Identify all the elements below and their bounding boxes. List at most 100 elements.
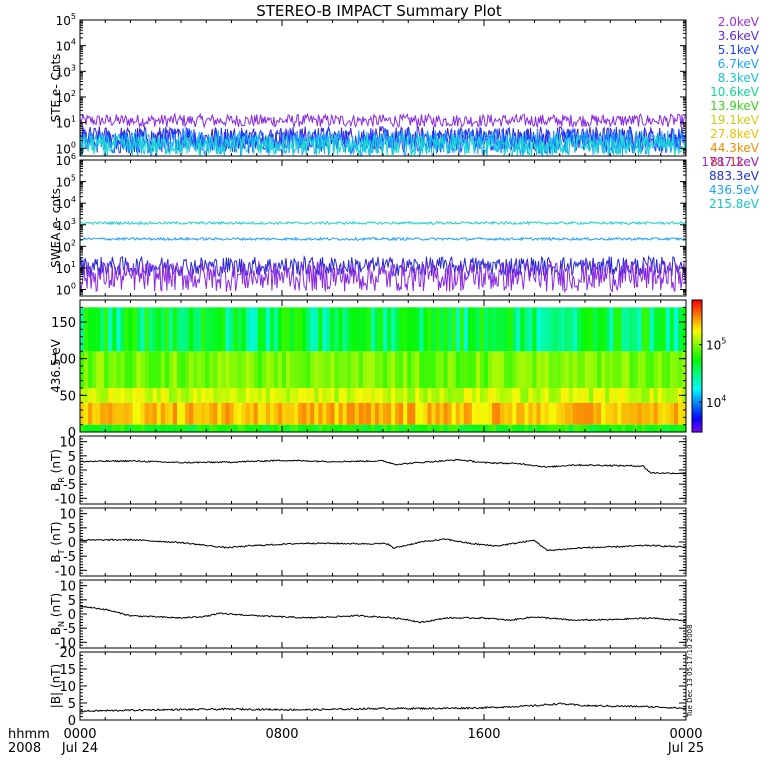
heatmap-cell — [504, 402, 509, 425]
heatmap-cell — [160, 351, 166, 388]
heatmap-cell — [164, 402, 170, 425]
heatmap-cell — [649, 402, 655, 425]
heatmap-cell — [358, 388, 364, 403]
heatmap-cell — [528, 388, 533, 403]
heatmap-cell — [354, 307, 360, 352]
heatmap-cell — [403, 307, 408, 352]
heatmap-cell — [241, 351, 247, 388]
heatmap-cell — [290, 351, 295, 388]
pitch-ylabel: 436.5 eV — [49, 338, 63, 393]
heatmap-cell — [471, 402, 477, 425]
y-tick-label: 100 — [56, 140, 76, 156]
heatmap-cell — [625, 351, 630, 388]
heatmap-cell — [512, 351, 517, 388]
heatmap-cell — [467, 388, 473, 403]
heatmap-cell — [572, 351, 578, 388]
heatmap-cell — [318, 424, 323, 432]
time-axis-year-label: 2008 — [8, 741, 41, 756]
heatmap-cell — [298, 307, 303, 352]
heatmap-cell — [580, 307, 586, 352]
heatmap-cell — [370, 424, 376, 432]
heatmap-cell — [366, 388, 372, 403]
heatmap-cell — [641, 307, 647, 352]
heatmap-cell — [172, 424, 178, 432]
heatmap-cell — [156, 388, 162, 403]
heatmap-cell — [443, 351, 449, 388]
heatmap-cell — [504, 307, 509, 352]
heatmap-cell — [383, 402, 388, 425]
heatmap-cell — [544, 351, 550, 388]
heatmap-cell — [653, 351, 659, 388]
colorbar-tick-label: 104 — [706, 394, 726, 410]
heatmap-cell — [669, 307, 675, 352]
heatmap-cell — [229, 351, 235, 388]
colorbar-segment — [692, 319, 702, 323]
heatmap-cell — [504, 351, 509, 388]
heatmap-cell — [524, 402, 529, 425]
heatmap-cell — [407, 351, 412, 388]
heatmap-cell — [136, 307, 142, 352]
legend-entry: 8.3keV — [718, 71, 760, 85]
heatmap-cell — [314, 402, 319, 425]
heatmap-cell — [403, 424, 408, 432]
heatmap-cell — [225, 351, 230, 388]
heatmap-cell — [221, 424, 226, 432]
heatmap-cell — [641, 351, 647, 388]
heatmap-cell — [294, 424, 299, 432]
heatmap-cell — [484, 402, 489, 425]
colorbar-segment — [692, 333, 702, 336]
heatmap-cell — [185, 424, 190, 432]
heatmap-cell — [249, 307, 255, 352]
heatmap-cell — [189, 424, 194, 432]
colorbar-segment — [692, 392, 702, 396]
y-tick-label: 104 — [56, 195, 76, 211]
heatmap-cell — [88, 351, 93, 388]
heatmap-cell — [156, 424, 162, 432]
colorbar-segment — [692, 412, 702, 415]
colorbar-segment — [692, 311, 702, 314]
heatmap-cell — [342, 351, 348, 388]
heatmap-cell — [649, 351, 655, 388]
colorbar-segment — [692, 326, 702, 330]
heatmap-cell — [261, 424, 267, 432]
heatmap-cell — [451, 388, 457, 403]
heatmap-cell — [338, 351, 344, 388]
heatmap-cell — [273, 351, 279, 388]
heatmap-cell — [657, 351, 663, 388]
legend-entry: 6.7keV — [718, 57, 760, 71]
heatmap-cell — [564, 351, 570, 388]
heatmap-cell — [302, 402, 307, 425]
y-tick-label: 0 — [68, 714, 76, 729]
heatmap-cell — [479, 402, 485, 425]
heatmap-cell — [298, 424, 303, 432]
heatmap-cell — [257, 402, 263, 425]
heatmap-cell — [423, 424, 428, 432]
heatmap-cell — [80, 351, 85, 388]
heatmap-cell — [185, 307, 190, 352]
y-tick-label: 5 — [68, 450, 76, 465]
heatmap-cell — [221, 307, 226, 352]
heatmap-cell — [387, 388, 392, 403]
heatmap-cell — [609, 402, 614, 425]
y-tick-label: -5 — [63, 622, 76, 637]
heatmap-cell — [269, 351, 275, 388]
heatmap-cell — [164, 424, 170, 432]
heatmap-cell — [286, 307, 291, 352]
heatmap-cell — [104, 307, 109, 352]
heatmap-cell — [419, 307, 424, 352]
heatmap-cell — [193, 307, 198, 352]
heatmap-cell — [286, 351, 291, 388]
heatmap-cell — [512, 424, 517, 432]
heatmap-cell — [633, 402, 639, 425]
heatmap-cell — [350, 388, 356, 403]
heatmap-cell — [148, 388, 154, 403]
heatmap-cell — [395, 424, 400, 432]
y-tick-label: 100 — [51, 353, 76, 368]
heatmap-cell — [427, 402, 432, 425]
heatmap-cell — [641, 424, 647, 432]
y-tick-label: -10 — [55, 564, 76, 579]
heatmap-cell — [601, 424, 606, 432]
heatmap-cell — [391, 307, 396, 352]
heatmap-cell — [362, 351, 368, 388]
heatmap-cell — [528, 351, 533, 388]
